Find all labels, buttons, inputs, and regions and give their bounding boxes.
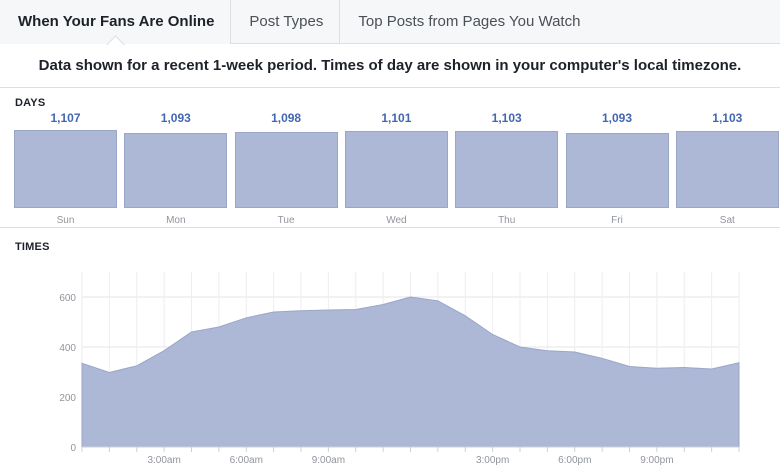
x-tick-label: 9:00am: [312, 455, 345, 466]
day-axis-label: Tue: [277, 215, 295, 226]
day-bar[interactable]: [124, 132, 228, 208]
day-value-label: 1,098: [271, 111, 302, 125]
day-bar[interactable]: [455, 130, 559, 208]
tab-top-posts-pages-you-watch[interactable]: Top Posts from Pages You Watch: [358, 13, 581, 30]
day-bar[interactable]: [234, 131, 338, 208]
day-bar[interactable]: [344, 131, 448, 208]
day-bar[interactable]: [675, 130, 779, 208]
day-axis-label: Sat: [719, 215, 735, 226]
timezone-notice: Data shown for a recent 1-week period. T…: [0, 44, 780, 88]
day-column: 1,107 Sun: [14, 108, 117, 228]
day-column: 1,101 Wed: [344, 108, 448, 228]
x-tick-label: 3:00pm: [476, 455, 509, 466]
day-axis-label: Wed: [386, 215, 407, 226]
day-column: 1,093 Fri: [565, 108, 669, 228]
day-axis-label: Mon: [166, 215, 186, 226]
day-value-label: 1,101: [381, 111, 412, 125]
y-tick-label: 200: [59, 393, 76, 404]
day-column: 1,093 Mon: [124, 108, 228, 228]
y-tick-label: 0: [70, 443, 76, 454]
tab-when-fans-online[interactable]: When Your Fans Are Online: [0, 0, 232, 44]
times-section-title: TIMES: [15, 241, 50, 253]
x-tick-label: 6:00pm: [558, 455, 591, 466]
times-area: [81, 296, 740, 448]
y-tick-label: 400: [59, 343, 76, 354]
day-axis-label: Sun: [56, 215, 75, 226]
x-tick-label: 9:00pm: [640, 455, 673, 466]
day-column: 1,098 Tue: [234, 108, 338, 228]
x-tick-label: 3:00am: [147, 455, 180, 466]
x-tick-label: 6:00am: [230, 455, 263, 466]
day-value-label: 1,093: [160, 111, 191, 125]
day-value-label: 1,103: [491, 111, 522, 125]
days-bar-chart: 1,107 Sun 1,093 Mon 1,098 Tue 1,101 Wed 1,103 Thu…: [0, 108, 780, 228]
y-tick-label: 600: [59, 293, 76, 304]
tab-post-types[interactable]: Post Types: [231, 0, 341, 44]
day-column: 1,103 Sat: [675, 108, 779, 228]
day-bar[interactable]: [14, 130, 117, 208]
day-value-label: 1,093: [601, 111, 633, 125]
day-axis-label: Fri: [611, 215, 623, 226]
day-value-label: 1,107: [50, 111, 81, 125]
day-column: 1,103 Thu: [455, 108, 559, 228]
times-area-chart: 0 200 400 600 3:00am 6:00am 9:00am 3:00pm 6:00pm…: [59, 272, 740, 466]
days-section-title: DAYS: [15, 97, 46, 109]
day-axis-label: Thu: [498, 215, 516, 226]
day-value-label: 1,103: [712, 111, 743, 125]
tab-bar: When Your Fans Are Online Post Types Top…: [0, 0, 780, 44]
day-bar[interactable]: [565, 132, 669, 208]
